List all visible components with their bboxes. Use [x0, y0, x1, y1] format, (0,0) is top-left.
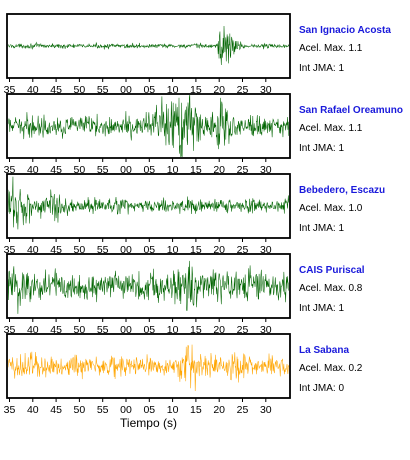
x-tick-label: 00: [120, 84, 132, 96]
x-tick-label: 15: [190, 324, 202, 336]
x-tick-label: 15: [190, 84, 202, 96]
x-tick-label: 55: [97, 164, 109, 176]
x-tick-label: 45: [50, 404, 62, 416]
x-tick-label: 40: [27, 164, 39, 176]
x-tick-label: 05: [143, 404, 155, 416]
x-tick-label: 00: [120, 404, 132, 416]
acel-max-label: Acel. Max. 0.8: [299, 283, 363, 294]
panel-frame: [6, 253, 291, 319]
panel-frame: [6, 173, 291, 239]
x-tick-label: 35: [4, 244, 16, 256]
station-name: San Rafael Oreamuno: [299, 105, 403, 116]
panel-frame: [6, 333, 291, 399]
x-tick-label: 25: [237, 324, 249, 336]
x-tick-label: 30: [260, 164, 272, 176]
x-tick-label: 10: [167, 164, 179, 176]
x-tick-label: 50: [74, 244, 86, 256]
x-tick-label: 20: [213, 244, 225, 256]
panel-frame: [6, 13, 291, 79]
x-tick-label: 25: [237, 84, 249, 96]
station-name: La Sabana: [299, 345, 349, 356]
x-tick-label: 30: [260, 244, 272, 256]
x-tick-label: 55: [97, 84, 109, 96]
x-tick-label: 20: [213, 324, 225, 336]
x-tick-label: 45: [50, 164, 62, 176]
acel-max-label: Acel. Max. 1.1: [299, 123, 363, 134]
waveform-line-2: [8, 176, 289, 230]
acel-max-label: Acel. Max. 1.0: [299, 203, 363, 214]
x-tick-label: 20: [213, 84, 225, 96]
x-tick-label: 00: [120, 164, 132, 176]
x-tick-label: 30: [260, 84, 272, 96]
station-name: San Ignacio Acosta: [299, 25, 391, 36]
x-tick-label: 00: [120, 324, 132, 336]
waveform-line-3: [8, 260, 289, 314]
x-tick-label: 40: [27, 84, 39, 96]
x-tick-label: 10: [167, 244, 179, 256]
waveform-line-0: [8, 26, 289, 66]
x-tick-label: 25: [237, 164, 249, 176]
x-tick-label: 50: [74, 84, 86, 96]
x-tick-label: 50: [74, 404, 86, 416]
x-tick-label: 05: [143, 324, 155, 336]
x-tick-label: 15: [190, 244, 202, 256]
x-tick-label: 10: [167, 404, 179, 416]
x-tick-label: 05: [143, 164, 155, 176]
x-tick-label: 35: [4, 324, 16, 336]
panel-frame: [6, 93, 291, 159]
x-tick-label: 05: [143, 244, 155, 256]
x-tick-label: 20: [213, 404, 225, 416]
x-tick-label: 30: [260, 404, 272, 416]
x-tick-label: 00: [120, 244, 132, 256]
x-tick-label: 05: [143, 84, 155, 96]
int-jma-label: Int JMA: 1: [299, 63, 344, 74]
x-tick-label: 15: [190, 164, 202, 176]
x-tick-label: 45: [50, 324, 62, 336]
x-tick-label: 10: [167, 84, 179, 96]
acel-max-label: Acel. Max. 1.1: [299, 43, 363, 54]
x-tick-label: 35: [4, 84, 16, 96]
x-tick-label: 35: [4, 164, 16, 176]
acel-max-label: Acel. Max. 0.2: [299, 363, 363, 374]
waveform-line-1: [8, 95, 289, 157]
x-tick-label: 15: [190, 404, 202, 416]
waveform-line-4: [8, 344, 289, 391]
int-jma-label: Int JMA: 1: [299, 223, 344, 234]
x-tick-label: 25: [237, 244, 249, 256]
x-tick-label: 55: [97, 244, 109, 256]
x-tick-label: 20: [213, 164, 225, 176]
int-jma-label: Int JMA: 1: [299, 143, 344, 154]
x-tick-label: 25: [237, 404, 249, 416]
x-tick-label: 55: [97, 404, 109, 416]
x-tick-label: 40: [27, 244, 39, 256]
station-name: Bebedero, Escazu: [299, 185, 385, 196]
x-tick-label: 45: [50, 84, 62, 96]
x-tick-label: 45: [50, 244, 62, 256]
x-tick-label: 50: [74, 324, 86, 336]
x-tick-label: 40: [27, 324, 39, 336]
x-tick-label: 30: [260, 324, 272, 336]
int-jma-label: Int JMA: 1: [299, 303, 344, 314]
x-tick-label: 10: [167, 324, 179, 336]
x-tick-label: 35: [4, 404, 16, 416]
int-jma-label: Int JMA: 0: [299, 383, 344, 394]
x-axis-label: Tiempo (s): [120, 416, 177, 430]
x-tick-label: 50: [74, 164, 86, 176]
station-name: CAIS Puriscal: [299, 265, 365, 276]
x-tick-label: 55: [97, 324, 109, 336]
x-tick-label: 40: [27, 404, 39, 416]
